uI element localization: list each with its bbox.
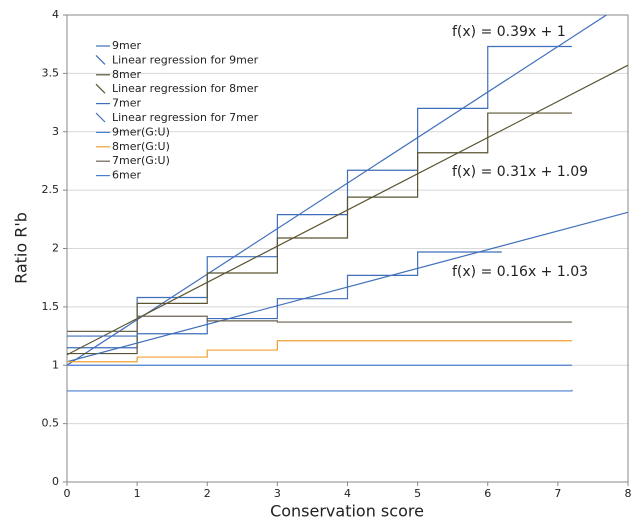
- legend-label: Linear regression for 7mer: [112, 111, 259, 124]
- x-tick-label: 2: [204, 487, 211, 500]
- legend-swatch: [95, 83, 106, 94]
- series-line: [67, 251, 502, 337]
- legend-swatch: [95, 54, 106, 65]
- legend-label: 9mer(G:U): [112, 125, 170, 138]
- legend-label: 6mer: [112, 169, 141, 182]
- legend-label: 8mer: [112, 68, 141, 81]
- x-axis-title: Conservation score: [270, 502, 424, 521]
- legend-label: 7mer: [112, 97, 141, 110]
- x-tick-label: 1: [134, 487, 141, 500]
- y-tick-label: 4: [52, 8, 59, 21]
- x-tick-label: 8: [625, 487, 632, 500]
- x-tick-label: 7: [554, 487, 561, 500]
- y-tick-label: 2: [52, 242, 59, 255]
- annotation: f(x) = 0.39x + 1: [452, 24, 566, 40]
- annotation: f(x) = 0.16x + 1.03: [452, 264, 588, 280]
- series-line: [67, 389, 573, 392]
- annotation: f(x) = 0.31x + 1.09: [452, 164, 588, 180]
- x-tick-label: 6: [484, 487, 491, 500]
- legend-label: 8mer(G:U): [112, 140, 170, 153]
- y-tick-label: 3.5: [42, 66, 60, 79]
- y-tick-label: 0: [52, 475, 59, 488]
- x-tick-label: 5: [414, 487, 421, 500]
- series-line: [67, 112, 572, 355]
- legend-label: Linear regression for 9mer: [112, 53, 259, 66]
- y-tick-label: 0.5: [42, 417, 60, 430]
- y-tick-label: 1.5: [42, 300, 60, 313]
- series-line: [67, 45, 572, 349]
- y-tick-label: 1: [52, 358, 59, 371]
- legend-label: 7mer(G:U): [112, 154, 170, 167]
- series-line: [67, 315, 572, 332]
- x-tick-label: 3: [274, 487, 281, 500]
- plot-area: [67, 15, 628, 392]
- legend-label: Linear regression for 8mer: [112, 82, 259, 95]
- plot-frame: [66, 14, 629, 483]
- y-tick-label: 3: [52, 125, 59, 138]
- x-tick-label: 4: [344, 487, 351, 500]
- legend-swatch: [95, 112, 106, 123]
- series-line: [67, 211, 628, 363]
- series-line: [67, 64, 628, 356]
- y-tick-label: 2.5: [42, 183, 60, 196]
- x-tick-label: 0: [64, 487, 71, 500]
- legend-label: 9mer: [112, 39, 141, 52]
- series-line: [67, 15, 608, 366]
- y-axis-title: Ratio R'b: [12, 212, 31, 284]
- series-line: [67, 340, 572, 363]
